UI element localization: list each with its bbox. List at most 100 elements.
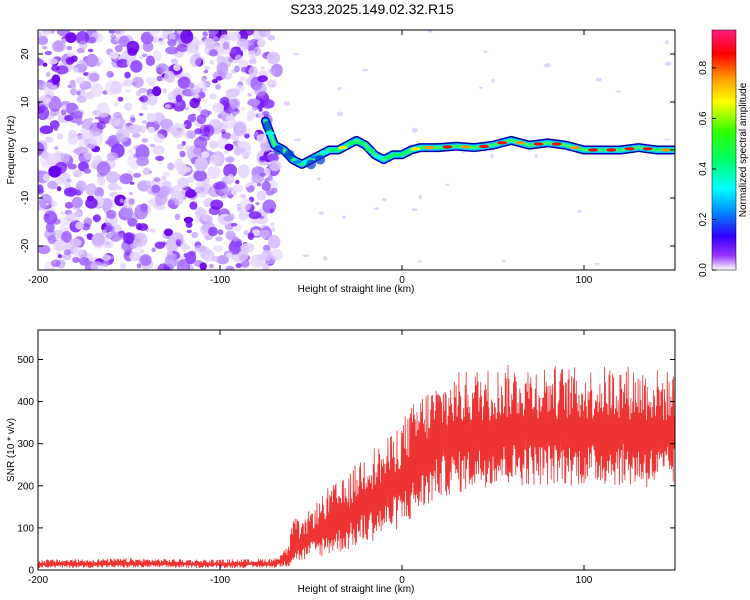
noise-blob xyxy=(203,253,215,263)
noise-blob xyxy=(215,83,222,90)
noise-blob xyxy=(174,213,181,221)
signal-point xyxy=(442,145,453,149)
snr-line xyxy=(38,364,675,568)
noise-blob xyxy=(108,30,116,34)
noise-speck xyxy=(491,78,495,84)
noise-blob xyxy=(141,138,149,143)
noise-blob xyxy=(51,74,61,85)
noise-blob xyxy=(121,81,129,87)
noise-speck xyxy=(270,84,276,87)
noise-blob xyxy=(188,82,195,89)
noise-blob xyxy=(61,230,72,244)
noise-blob xyxy=(192,96,202,104)
noise-blob xyxy=(270,222,275,227)
noise-blob xyxy=(153,133,165,144)
noise-blob xyxy=(72,67,79,73)
noise-blob xyxy=(245,184,250,187)
noise-blob xyxy=(38,244,51,255)
noise-blob xyxy=(177,177,189,189)
noise-speck xyxy=(316,177,321,181)
noise-blob xyxy=(121,242,129,251)
noise-blob xyxy=(86,233,92,238)
noise-blob xyxy=(266,163,272,167)
noise-blob xyxy=(113,224,122,233)
noise-blob xyxy=(196,105,202,112)
noise-blob xyxy=(240,46,247,52)
noise-blob xyxy=(257,75,268,83)
noise-blob xyxy=(162,88,167,94)
noise-blob xyxy=(72,246,83,257)
noise-blob xyxy=(71,84,77,88)
noise-blob xyxy=(187,176,195,184)
noise-blob xyxy=(127,148,134,155)
noise-blob xyxy=(257,112,264,119)
noise-blob xyxy=(222,41,230,50)
noise-blob xyxy=(256,133,269,144)
noise-blob xyxy=(212,36,219,41)
noise-blob xyxy=(248,58,257,65)
noise-blob xyxy=(130,60,143,73)
signal-point xyxy=(392,153,403,157)
signal-point xyxy=(346,141,357,145)
noise-speck xyxy=(294,138,302,142)
noise-speck xyxy=(534,154,538,158)
noise-blob xyxy=(208,30,219,36)
noise-blob xyxy=(212,102,224,113)
noise-blob xyxy=(198,191,207,198)
noise-blob xyxy=(155,155,165,161)
noise-blob xyxy=(211,79,218,84)
noise-blob xyxy=(187,114,197,123)
noise-blob xyxy=(75,76,86,84)
y-tick-label: 300 xyxy=(17,439,34,450)
noise-speck xyxy=(283,101,290,106)
noise-blob xyxy=(128,198,135,205)
noise-blob xyxy=(128,191,133,196)
colorbar-gradient xyxy=(711,29,737,271)
signal-point xyxy=(410,147,421,151)
noise-blob xyxy=(231,222,238,227)
noise-blob xyxy=(254,81,267,97)
noise-blob xyxy=(171,122,185,139)
noise-blob xyxy=(38,169,44,176)
noise-blob xyxy=(215,236,223,242)
noise-blob xyxy=(256,190,267,201)
noise-speck xyxy=(342,215,346,220)
noise-speck xyxy=(382,197,387,202)
noise-blob xyxy=(247,92,252,97)
noise-blob xyxy=(208,226,218,237)
noise-blob xyxy=(45,202,50,206)
y-tick-label: 10 xyxy=(20,96,31,108)
noise-blob xyxy=(67,163,77,170)
noise-blob xyxy=(209,60,214,65)
noise-blob xyxy=(94,116,99,120)
noise-blob xyxy=(85,183,97,196)
noise-blob xyxy=(139,249,145,254)
noise-blob xyxy=(72,169,83,178)
noise-blob xyxy=(124,71,131,79)
heatmap-x-axis-label: Height of straight line (km) xyxy=(298,284,415,295)
noise-blob xyxy=(38,105,50,121)
noise-blob xyxy=(255,202,260,206)
noise-blob xyxy=(201,77,207,83)
colorbar-ticks: 0.0 0.2 0.4 0.6 0.8 xyxy=(698,61,716,277)
noise-blob xyxy=(114,44,123,53)
noise-blob xyxy=(119,173,133,185)
noise-blob xyxy=(167,199,176,208)
noise-blob xyxy=(130,117,136,123)
noise-blob xyxy=(76,48,85,54)
y-tick-label: -20 xyxy=(20,238,31,253)
x-tick-label: -200 xyxy=(28,575,48,586)
noise-speck xyxy=(501,259,506,263)
signal-point xyxy=(624,147,635,151)
noise-blob xyxy=(207,165,221,180)
noise-blob xyxy=(177,163,188,176)
noise-blob xyxy=(225,115,232,121)
noise-blob xyxy=(199,262,207,270)
noise-blob xyxy=(230,97,241,110)
noise-blob xyxy=(251,229,261,237)
noise-blob xyxy=(136,156,150,167)
noise-blob xyxy=(123,232,135,245)
signal-point xyxy=(515,141,526,145)
noise-blob xyxy=(228,57,234,63)
noise-blob xyxy=(185,251,197,265)
